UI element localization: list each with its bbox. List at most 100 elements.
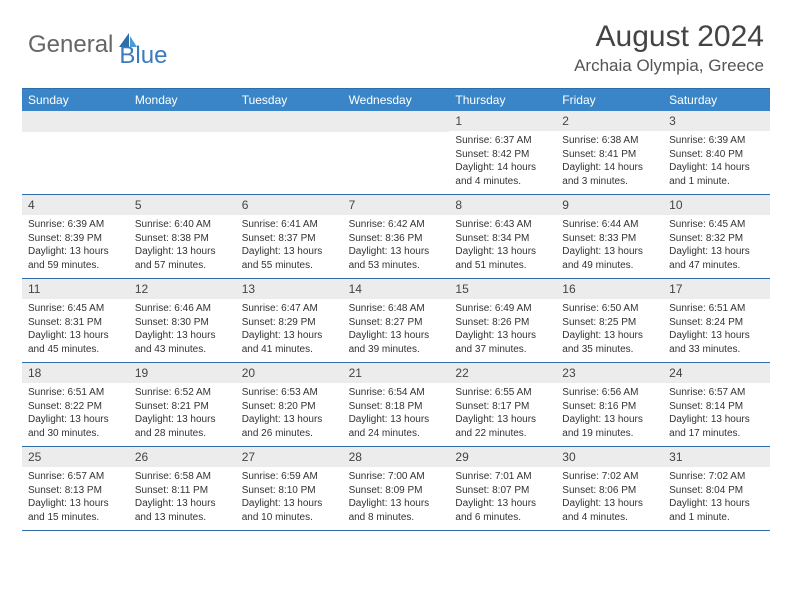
- day-info: Sunrise: 7:00 AMSunset: 8:09 PMDaylight:…: [343, 467, 450, 530]
- daylight-text: Daylight: 14 hours and 3 minutes.: [562, 161, 657, 188]
- sunrise-text: Sunrise: 6:57 AM: [28, 470, 123, 484]
- daylight-text: Daylight: 13 hours and 47 minutes.: [669, 245, 764, 272]
- sunrise-text: Sunrise: 6:50 AM: [562, 302, 657, 316]
- day-number: 23: [556, 363, 663, 383]
- sunset-text: Sunset: 8:34 PM: [455, 232, 550, 246]
- day-number: 14: [343, 279, 450, 299]
- day-number-empty: [129, 111, 236, 132]
- day-number: 1: [449, 111, 556, 131]
- title-block: August 2024 Archaia Olympia, Greece: [574, 20, 764, 76]
- calendar-cell: 25Sunrise: 6:57 AMSunset: 8:13 PMDayligh…: [22, 447, 129, 530]
- sunrise-text: Sunrise: 6:40 AM: [135, 218, 230, 232]
- calendar-cell: 10Sunrise: 6:45 AMSunset: 8:32 PMDayligh…: [663, 195, 770, 278]
- calendar-cell: 11Sunrise: 6:45 AMSunset: 8:31 PMDayligh…: [22, 279, 129, 362]
- day-info: Sunrise: 6:51 AMSunset: 8:24 PMDaylight:…: [663, 299, 770, 362]
- day-info: Sunrise: 6:38 AMSunset: 8:41 PMDaylight:…: [556, 131, 663, 194]
- day-number: 22: [449, 363, 556, 383]
- day-info: Sunrise: 6:57 AMSunset: 8:13 PMDaylight:…: [22, 467, 129, 530]
- calendar-cell: 30Sunrise: 7:02 AMSunset: 8:06 PMDayligh…: [556, 447, 663, 530]
- sunset-text: Sunset: 8:22 PM: [28, 400, 123, 414]
- sunset-text: Sunset: 8:16 PM: [562, 400, 657, 414]
- calendar-cell: 31Sunrise: 7:02 AMSunset: 8:04 PMDayligh…: [663, 447, 770, 530]
- daylight-text: Daylight: 13 hours and 49 minutes.: [562, 245, 657, 272]
- calendar-header-day: Saturday: [663, 89, 770, 111]
- daylight-text: Daylight: 13 hours and 41 minutes.: [242, 329, 337, 356]
- day-number: 29: [449, 447, 556, 467]
- day-number-empty: [343, 111, 450, 132]
- sunrise-text: Sunrise: 6:58 AM: [135, 470, 230, 484]
- day-info: Sunrise: 6:52 AMSunset: 8:21 PMDaylight:…: [129, 383, 236, 446]
- sunset-text: Sunset: 8:14 PM: [669, 400, 764, 414]
- sunset-text: Sunset: 8:31 PM: [28, 316, 123, 330]
- calendar-header-day: Friday: [556, 89, 663, 111]
- logo-text-blue: Blue: [119, 42, 167, 70]
- day-info-empty: [343, 132, 450, 190]
- sunset-text: Sunset: 8:06 PM: [562, 484, 657, 498]
- day-number: 16: [556, 279, 663, 299]
- daylight-text: Daylight: 13 hours and 37 minutes.: [455, 329, 550, 356]
- calendar-cell: [129, 111, 236, 194]
- day-info-empty: [22, 132, 129, 190]
- sunrise-text: Sunrise: 6:42 AM: [349, 218, 444, 232]
- sunrise-text: Sunrise: 7:02 AM: [669, 470, 764, 484]
- sunrise-text: Sunrise: 6:54 AM: [349, 386, 444, 400]
- calendar-cell: [343, 111, 450, 194]
- calendar-cell: [236, 111, 343, 194]
- sunset-text: Sunset: 8:36 PM: [349, 232, 444, 246]
- sunset-text: Sunset: 8:11 PM: [135, 484, 230, 498]
- calendar-cell: 26Sunrise: 6:58 AMSunset: 8:11 PMDayligh…: [129, 447, 236, 530]
- day-info: Sunrise: 7:02 AMSunset: 8:04 PMDaylight:…: [663, 467, 770, 530]
- day-info: Sunrise: 6:47 AMSunset: 8:29 PMDaylight:…: [236, 299, 343, 362]
- daylight-text: Daylight: 13 hours and 51 minutes.: [455, 245, 550, 272]
- sunrise-text: Sunrise: 6:44 AM: [562, 218, 657, 232]
- day-number: 6: [236, 195, 343, 215]
- day-number: 20: [236, 363, 343, 383]
- page-title-location: Archaia Olympia, Greece: [574, 56, 764, 76]
- day-info: Sunrise: 6:54 AMSunset: 8:18 PMDaylight:…: [343, 383, 450, 446]
- sunset-text: Sunset: 8:27 PM: [349, 316, 444, 330]
- calendar-header-day: Monday: [129, 89, 236, 111]
- day-number: 26: [129, 447, 236, 467]
- daylight-text: Daylight: 13 hours and 30 minutes.: [28, 413, 123, 440]
- sunset-text: Sunset: 8:29 PM: [242, 316, 337, 330]
- day-info: Sunrise: 6:59 AMSunset: 8:10 PMDaylight:…: [236, 467, 343, 530]
- calendar: SundayMondayTuesdayWednesdayThursdayFrid…: [22, 88, 770, 531]
- calendar-week: 1Sunrise: 6:37 AMSunset: 8:42 PMDaylight…: [22, 111, 770, 195]
- daylight-text: Daylight: 13 hours and 4 minutes.: [562, 497, 657, 524]
- sunrise-text: Sunrise: 6:37 AM: [455, 134, 550, 148]
- day-number: 7: [343, 195, 450, 215]
- daylight-text: Daylight: 13 hours and 6 minutes.: [455, 497, 550, 524]
- sunset-text: Sunset: 8:39 PM: [28, 232, 123, 246]
- header: General Blue August 2024 Archaia Olympia…: [0, 0, 792, 82]
- calendar-week: 18Sunrise: 6:51 AMSunset: 8:22 PMDayligh…: [22, 363, 770, 447]
- daylight-text: Daylight: 13 hours and 10 minutes.: [242, 497, 337, 524]
- sunset-text: Sunset: 8:07 PM: [455, 484, 550, 498]
- sunrise-text: Sunrise: 6:46 AM: [135, 302, 230, 316]
- logo: General Blue: [28, 20, 167, 70]
- sunset-text: Sunset: 8:21 PM: [135, 400, 230, 414]
- calendar-cell: 19Sunrise: 6:52 AMSunset: 8:21 PMDayligh…: [129, 363, 236, 446]
- day-number: 5: [129, 195, 236, 215]
- calendar-cell: 3Sunrise: 6:39 AMSunset: 8:40 PMDaylight…: [663, 111, 770, 194]
- daylight-text: Daylight: 13 hours and 22 minutes.: [455, 413, 550, 440]
- day-number-empty: [22, 111, 129, 132]
- calendar-cell: 27Sunrise: 6:59 AMSunset: 8:10 PMDayligh…: [236, 447, 343, 530]
- day-info: Sunrise: 6:45 AMSunset: 8:31 PMDaylight:…: [22, 299, 129, 362]
- day-number: 4: [22, 195, 129, 215]
- day-number: 2: [556, 111, 663, 131]
- daylight-text: Daylight: 13 hours and 15 minutes.: [28, 497, 123, 524]
- sunset-text: Sunset: 8:18 PM: [349, 400, 444, 414]
- day-number: 31: [663, 447, 770, 467]
- day-number: 15: [449, 279, 556, 299]
- day-info: Sunrise: 6:51 AMSunset: 8:22 PMDaylight:…: [22, 383, 129, 446]
- calendar-cell: 18Sunrise: 6:51 AMSunset: 8:22 PMDayligh…: [22, 363, 129, 446]
- daylight-text: Daylight: 13 hours and 24 minutes.: [349, 413, 444, 440]
- day-number: 13: [236, 279, 343, 299]
- day-info: Sunrise: 6:37 AMSunset: 8:42 PMDaylight:…: [449, 131, 556, 194]
- sunset-text: Sunset: 8:33 PM: [562, 232, 657, 246]
- day-info: Sunrise: 6:49 AMSunset: 8:26 PMDaylight:…: [449, 299, 556, 362]
- day-info: Sunrise: 6:57 AMSunset: 8:14 PMDaylight:…: [663, 383, 770, 446]
- day-info: Sunrise: 6:46 AMSunset: 8:30 PMDaylight:…: [129, 299, 236, 362]
- sunrise-text: Sunrise: 6:39 AM: [669, 134, 764, 148]
- sunrise-text: Sunrise: 6:47 AM: [242, 302, 337, 316]
